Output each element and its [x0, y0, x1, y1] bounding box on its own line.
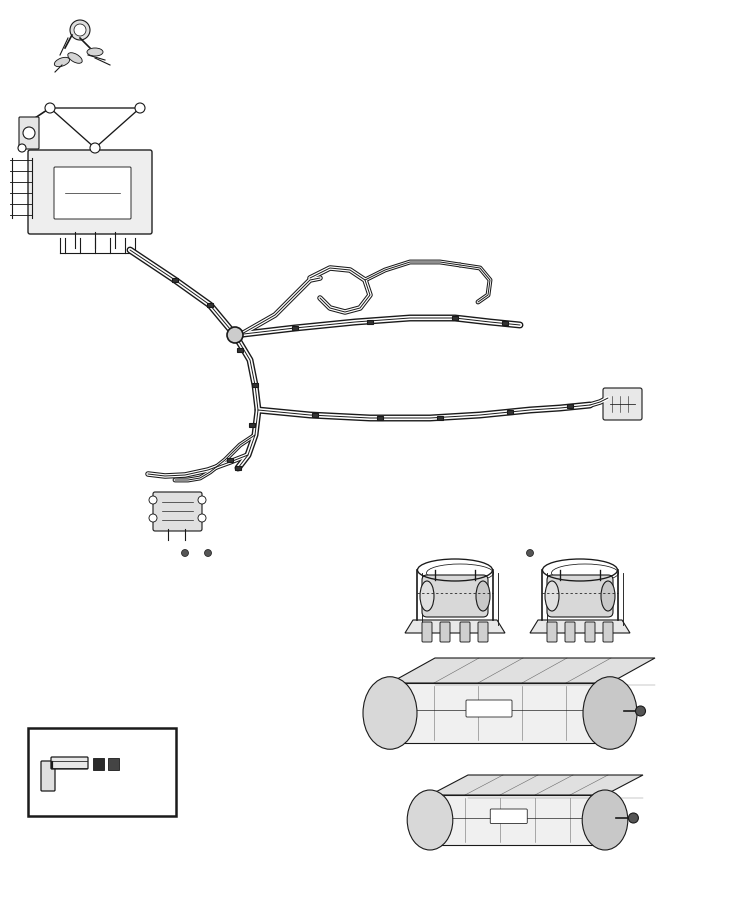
Ellipse shape: [582, 790, 628, 850]
Bar: [235, 466, 241, 470]
FancyBboxPatch shape: [28, 150, 152, 234]
FancyBboxPatch shape: [491, 809, 528, 824]
Circle shape: [527, 550, 534, 556]
FancyBboxPatch shape: [54, 167, 131, 219]
Bar: [367, 320, 373, 324]
Circle shape: [18, 144, 26, 152]
FancyBboxPatch shape: [603, 622, 613, 642]
Polygon shape: [430, 775, 643, 795]
Ellipse shape: [601, 581, 615, 611]
Circle shape: [198, 496, 206, 504]
Circle shape: [135, 103, 145, 113]
FancyBboxPatch shape: [422, 575, 488, 617]
FancyBboxPatch shape: [440, 622, 450, 642]
Bar: [502, 321, 508, 325]
Circle shape: [90, 143, 100, 153]
FancyBboxPatch shape: [153, 492, 202, 531]
Bar: [93, 758, 104, 770]
Bar: [227, 458, 233, 462]
Bar: [312, 413, 318, 417]
Bar: [567, 404, 573, 408]
FancyBboxPatch shape: [466, 700, 512, 717]
Bar: [207, 303, 213, 307]
Bar: [252, 383, 258, 387]
FancyBboxPatch shape: [603, 388, 642, 420]
Ellipse shape: [420, 581, 434, 611]
Bar: [237, 348, 243, 352]
Ellipse shape: [87, 48, 103, 56]
Circle shape: [45, 103, 55, 113]
Polygon shape: [430, 795, 605, 845]
Circle shape: [182, 550, 188, 556]
Bar: [249, 423, 255, 427]
Bar: [377, 416, 383, 420]
Polygon shape: [390, 683, 610, 743]
FancyBboxPatch shape: [41, 761, 55, 791]
Circle shape: [227, 327, 243, 343]
Bar: [172, 278, 178, 282]
Polygon shape: [530, 620, 630, 633]
Bar: [437, 416, 443, 420]
Bar: [108, 758, 119, 770]
Circle shape: [149, 514, 157, 522]
Ellipse shape: [476, 581, 490, 611]
Circle shape: [70, 20, 90, 40]
Circle shape: [628, 813, 639, 823]
Circle shape: [23, 127, 35, 139]
Ellipse shape: [363, 677, 417, 749]
Ellipse shape: [408, 790, 453, 850]
Ellipse shape: [583, 677, 637, 749]
Bar: [452, 316, 458, 320]
Ellipse shape: [545, 581, 559, 611]
FancyBboxPatch shape: [51, 757, 88, 769]
Bar: [292, 326, 298, 330]
Polygon shape: [390, 658, 655, 683]
FancyBboxPatch shape: [565, 622, 575, 642]
Circle shape: [198, 514, 206, 522]
FancyBboxPatch shape: [547, 575, 613, 617]
Ellipse shape: [67, 53, 82, 63]
FancyBboxPatch shape: [478, 622, 488, 642]
FancyBboxPatch shape: [547, 622, 557, 642]
Polygon shape: [405, 620, 505, 633]
FancyBboxPatch shape: [19, 117, 39, 149]
FancyBboxPatch shape: [422, 622, 432, 642]
Bar: [507, 410, 513, 414]
FancyBboxPatch shape: [585, 622, 595, 642]
Ellipse shape: [54, 58, 70, 67]
Circle shape: [636, 706, 645, 716]
FancyBboxPatch shape: [460, 622, 470, 642]
Circle shape: [205, 550, 211, 556]
Circle shape: [74, 24, 86, 36]
Circle shape: [149, 496, 157, 504]
FancyBboxPatch shape: [28, 728, 176, 816]
